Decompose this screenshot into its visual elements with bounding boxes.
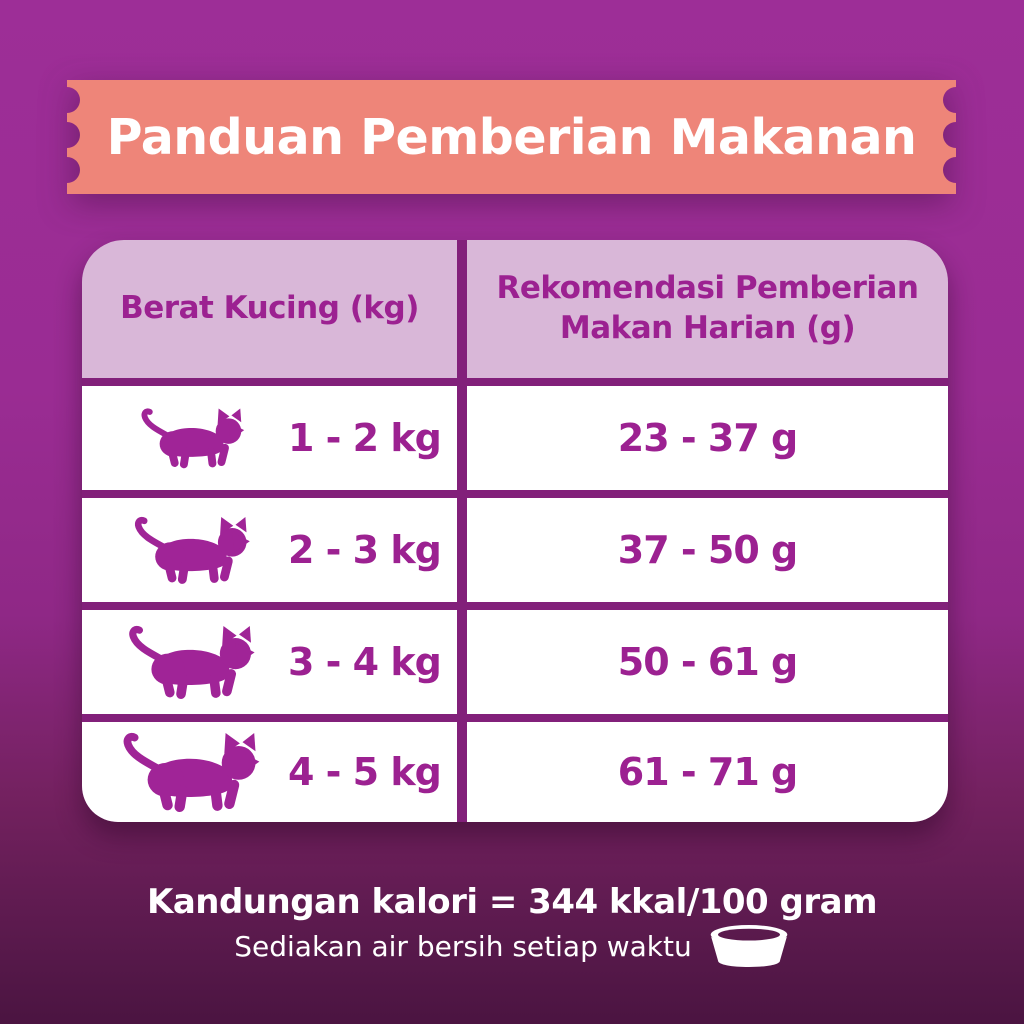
table-row-3-portion-cell: 50 - 61 g: [467, 610, 948, 714]
table-row-1-portion-cell: 23 - 37 g: [467, 386, 948, 490]
feeding-table: Berat Kucing (kg) Rekomendasi Pemberian …: [82, 240, 948, 822]
water-advice-row: Sediakan air bersih setiap waktu: [0, 918, 1024, 974]
weight-range-label: 3 - 4 kg: [288, 640, 442, 684]
column-header-daily-portion-line1: Rekomendasi Pemberian: [496, 270, 919, 307]
water-advice-text: Sediakan air bersih setiap waktu: [234, 929, 692, 963]
cat-icon: [131, 515, 263, 585]
column-header-cat-weight-label: Berat Kucing (kg): [120, 290, 419, 327]
portion-range-value: 37 - 50 g: [617, 528, 798, 572]
water-bowl-icon: [710, 925, 788, 967]
calorie-content-text: Kandungan kalori = 344 kkal/100 gram: [146, 882, 878, 922]
table-row-4-weight-cell: 4 - 5 kg: [82, 722, 457, 822]
cat-icon: [125, 624, 269, 701]
portion-range-value: 23 - 37 g: [617, 416, 798, 460]
page-title: Panduan Pemberian Makanan: [106, 108, 917, 166]
table-row-2-weight-cell: 2 - 3 kg: [82, 498, 457, 602]
weight-range-label: 4 - 5 kg: [288, 750, 442, 794]
cat-icon: [119, 730, 275, 813]
ticket-banner-shape: [67, 80, 956, 194]
table-row-3-weight-cell: 3 - 4 kg: [82, 610, 457, 714]
table-row-4-portion-cell: 61 - 71 g: [467, 722, 948, 822]
portion-range-value: 61 - 71 g: [617, 750, 798, 794]
ticket-banner: Panduan Pemberian Makanan: [67, 80, 956, 194]
cat-icon: [138, 407, 256, 470]
weight-range-label: 1 - 2 kg: [288, 416, 442, 460]
weight-range-label: 2 - 3 kg: [288, 528, 442, 572]
column-header-cat-weight: Berat Kucing (kg): [82, 240, 457, 378]
column-header-daily-portion-line2: Makan Harian (g): [559, 310, 856, 346]
table-row-1-weight-cell: 1 - 2 kg: [82, 386, 457, 490]
column-header-daily-portion: Rekomendasi Pemberian Makan Harian (g): [467, 240, 948, 378]
table-row-2-portion-cell: 37 - 50 g: [467, 498, 948, 602]
portion-range-value: 50 - 61 g: [617, 640, 798, 684]
